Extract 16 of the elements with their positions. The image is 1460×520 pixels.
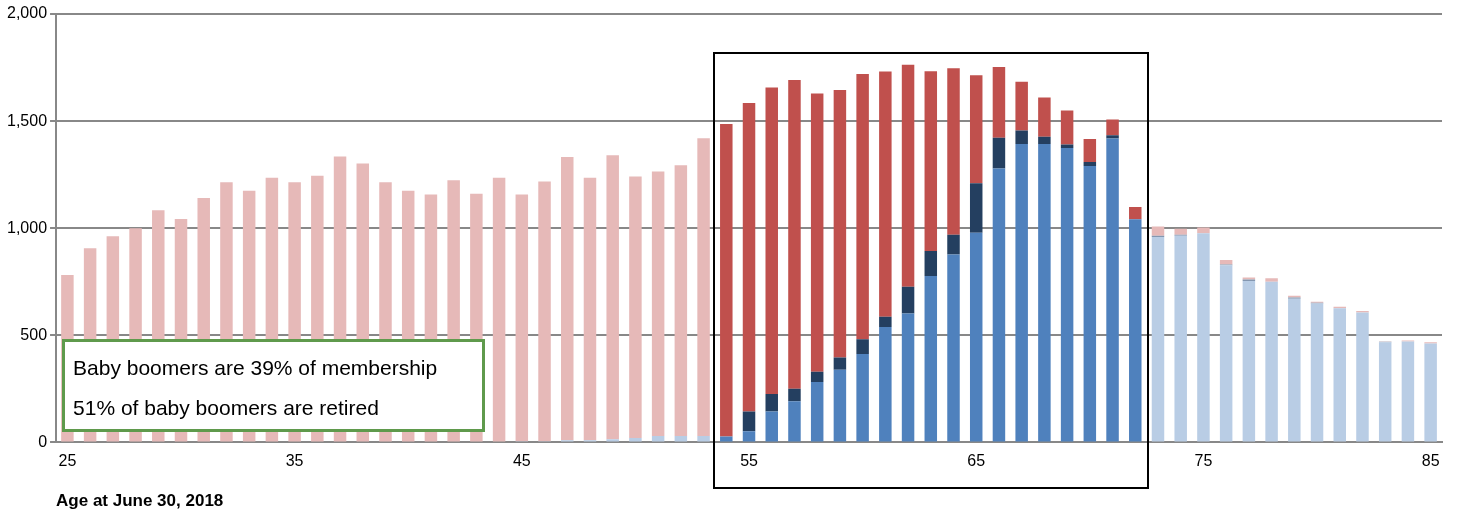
x-tick-label: 55 [740, 452, 759, 470]
y-tick-label: 0 [38, 432, 48, 450]
y-tick-label: 500 [20, 325, 48, 343]
note-box: Baby boomers are 39% of membership 51% of baby boomers are retired [62, 339, 485, 433]
x-tick-label: 25 [58, 452, 77, 470]
y-tick-label: 1,000 [6, 218, 48, 236]
x-axis-title: Age at June 30, 2018 [56, 491, 224, 511]
x-tick-label: 65 [967, 452, 986, 470]
y-tick-label: 1,500 [6, 111, 48, 129]
x-tick-label: 75 [1194, 452, 1213, 470]
annotation: Baby boomers are 39% of membership [73, 355, 439, 382]
x-tick-label: 85 [1421, 452, 1440, 470]
x-tick-label: 45 [512, 452, 531, 470]
y-tick-label: 2,000 [6, 4, 48, 22]
x-tick-label: 35 [285, 452, 304, 470]
annotation: 51% of baby boomers are retired [73, 395, 380, 422]
